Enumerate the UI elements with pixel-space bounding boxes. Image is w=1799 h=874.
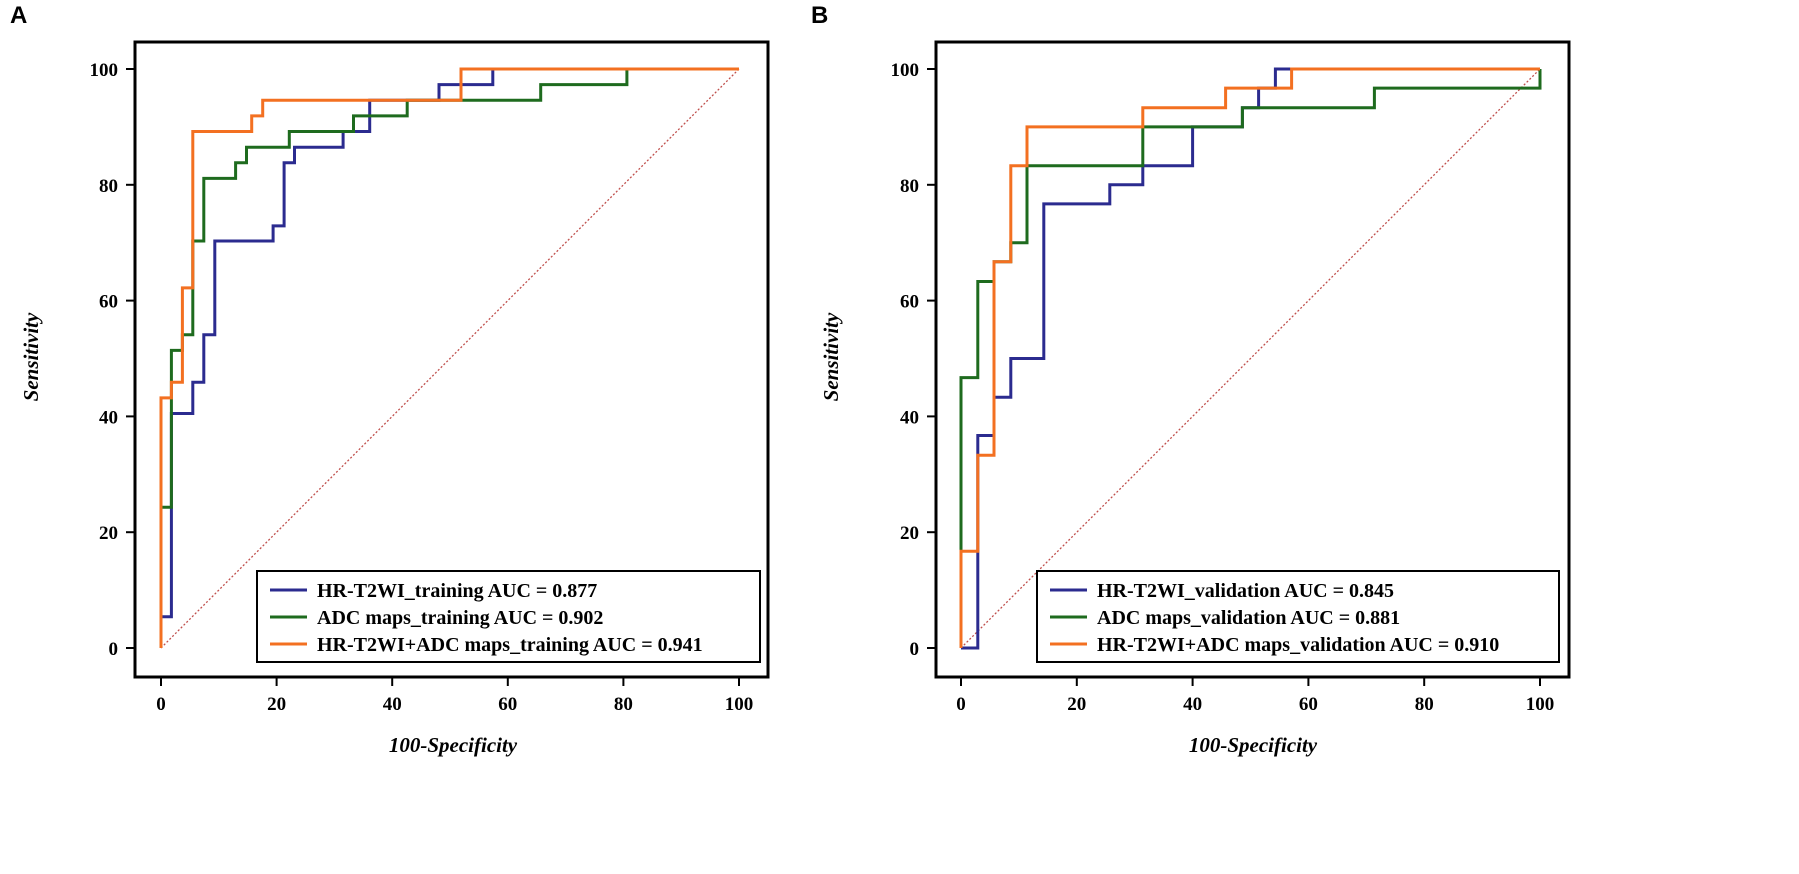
y-tick-label: 100 bbox=[90, 60, 119, 81]
legend-box bbox=[1036, 570, 1560, 663]
x-axis-title: 100-Specificity bbox=[1189, 733, 1318, 757]
plot-frame bbox=[934, 40, 1571, 679]
legend-entry: HR-T2WI_validation AUC = 0.845 bbox=[1097, 580, 1394, 602]
x-axis-title: 100-Specificity bbox=[389, 733, 518, 757]
reference-diagonal-line bbox=[160, 68, 740, 649]
x-tick-label: 0 bbox=[156, 694, 166, 715]
y-tick-label: 40 bbox=[900, 407, 919, 428]
y-tick-label: 20 bbox=[900, 523, 919, 544]
x-tick-label: 80 bbox=[614, 694, 633, 715]
legend-entry: HR-T2WI_training AUC = 0.877 bbox=[317, 580, 597, 602]
y-tick-label: 100 bbox=[891, 60, 920, 81]
x-tick-label: 20 bbox=[1067, 694, 1086, 715]
x-tick-label: 0 bbox=[956, 694, 966, 715]
y-axis-title: Sensitivity bbox=[19, 312, 43, 401]
y-tick-label: 60 bbox=[900, 292, 919, 313]
y-tick-label: 60 bbox=[99, 292, 118, 313]
x-tick-label: 20 bbox=[267, 694, 286, 715]
x-tick-label: 100 bbox=[725, 694, 754, 715]
x-tick-label: 40 bbox=[1183, 694, 1202, 715]
y-axis-title: Sensitivity bbox=[819, 312, 843, 401]
legend: HR-T2WI_training AUC = 0.877 ADC maps_tra… bbox=[256, 570, 761, 663]
legend: HR-T2WI_validation AUC = 0.845 ADC maps_v… bbox=[1036, 570, 1560, 663]
y-tick-label: 80 bbox=[900, 176, 919, 197]
y-tick-label: 0 bbox=[910, 639, 920, 660]
legend-entry: HR-T2WI+ADC maps_validation AUC = 0.910 bbox=[1097, 634, 1499, 656]
chart-panel-b: B 0 20 40 60 80 100 0 20 40 60 80 100 100-Specificity… bbox=[811, 2, 1571, 757]
y-tick-label: 20 bbox=[99, 523, 118, 544]
panel-label: B bbox=[811, 2, 828, 29]
y-tick-label: 0 bbox=[109, 639, 119, 660]
y-tick-label: 40 bbox=[99, 407, 118, 428]
roc-series-line-3 bbox=[959, 67, 1540, 648]
reference-diagonal-line bbox=[960, 68, 1541, 649]
chart-panel-a: A 0 20 40 60 80 100 0 20 40 60 80 100 100-Specificity… bbox=[10, 2, 770, 757]
x-tick-label: 40 bbox=[383, 694, 402, 715]
roc-series-line-3 bbox=[159, 67, 739, 648]
roc-series-line-2 bbox=[959, 69, 1542, 648]
x-tick-label: 100 bbox=[1526, 694, 1555, 715]
legend-entry: HR-T2WI+ADC maps_training AUC = 0.941 bbox=[317, 634, 703, 656]
y-tick-label: 80 bbox=[99, 176, 118, 197]
x-tick-label: 80 bbox=[1415, 694, 1434, 715]
x-tick-label: 60 bbox=[498, 694, 517, 715]
panel-label: A bbox=[10, 2, 27, 29]
legend-box bbox=[256, 570, 761, 663]
x-tick-label: 60 bbox=[1299, 694, 1318, 715]
legend-entry: ADC maps_validation AUC = 0.881 bbox=[1097, 607, 1400, 629]
plot-frame bbox=[133, 40, 770, 679]
legend-entry: ADC maps_training AUC = 0.902 bbox=[317, 607, 603, 629]
